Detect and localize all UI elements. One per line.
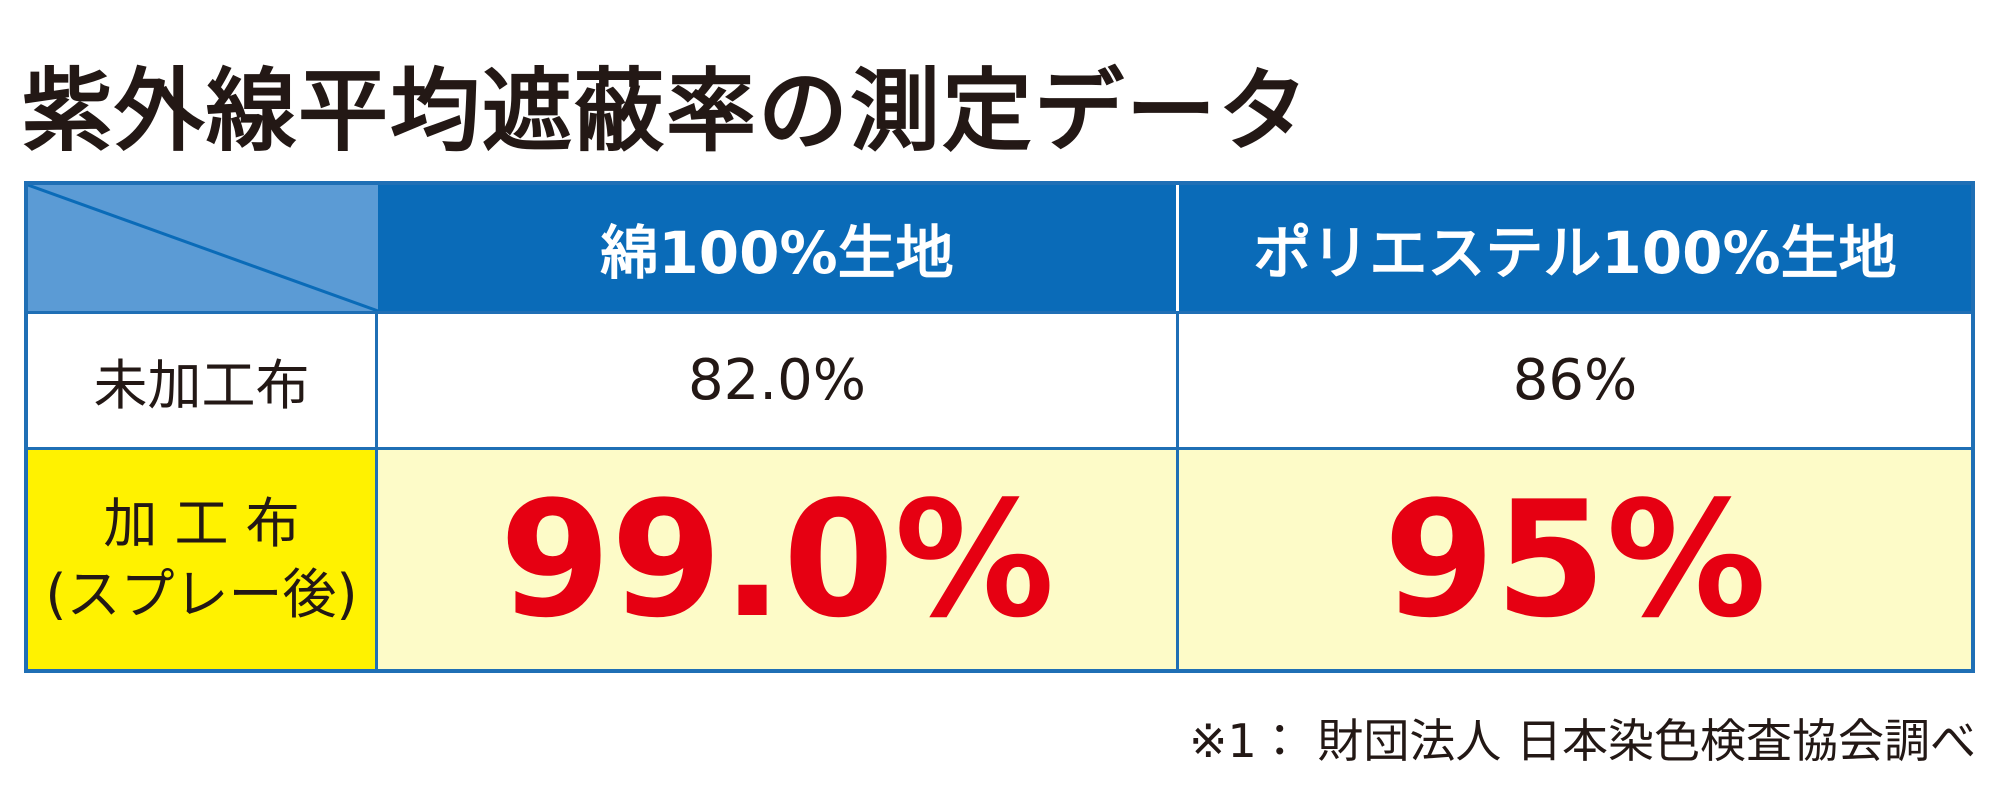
footnote: ※1： 財団法人 日本染色検査協会調べ <box>1188 714 1976 768</box>
row-label: 未加工布 <box>28 311 378 447</box>
corner-cell <box>28 185 378 311</box>
title: 紫外線平均遮蔽率の測定データ <box>22 59 1310 164</box>
diagonal-line <box>28 185 378 311</box>
table: 綿100%生地 ポリエステル100%生地 未加工布 82.0% 86% 加 工 … <box>24 181 1975 673</box>
corner-diagonal <box>28 185 378 311</box>
column-header: 綿100%生地 <box>378 185 1176 311</box>
cell-value: 82.0% <box>378 311 1176 447</box>
cell-value: 99.0% <box>378 447 1176 669</box>
cell-value: 86% <box>1176 311 1971 447</box>
cell-value: 95% <box>1176 447 1971 669</box>
row-label: 加 工 布 (スプレー後) <box>28 447 378 669</box>
row-label-line: (スプレー後) <box>45 562 358 626</box>
column-header: ポリエステル100%生地 <box>1176 185 1971 311</box>
row-label-line: 加 工 布 <box>103 492 300 556</box>
